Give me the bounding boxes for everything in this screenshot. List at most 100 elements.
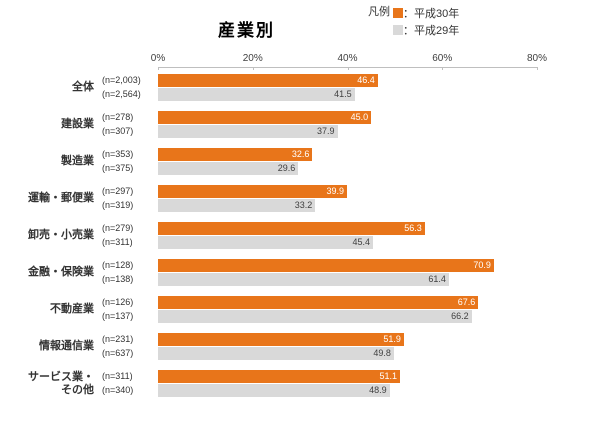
bar-h29: 37.9	[158, 125, 338, 138]
chart-row: 卸売・小売業 (n=279) (n=311) 56.3 45.4	[0, 222, 537, 249]
category-label: 卸売・小売業	[28, 229, 94, 241]
bar-h30: 67.6	[158, 296, 479, 309]
chart-row: 全体 (n=2,003) (n=2,564) 46.4 41.5	[0, 74, 537, 101]
n-labels: (n=231) (n=637)	[100, 333, 158, 360]
chart-rows: 全体 (n=2,003) (n=2,564) 46.4 41.5 建設業 (n=278) (n…	[0, 74, 537, 397]
n-labels: (n=353) (n=375)	[100, 148, 158, 175]
bar-chart: 0% 20% 40% 60% 80% 全体 (n=2,003) (n=2,564) 4…	[0, 52, 547, 407]
chart-title: 産業別	[218, 21, 275, 40]
n-label-h30: (n=297)	[102, 186, 134, 196]
bar-h29: 48.9	[158, 384, 390, 397]
category-label: サービス業・ その他	[28, 370, 94, 396]
axis-tick-mark	[158, 67, 159, 70]
legend-swatch-h29-icon	[393, 24, 403, 35]
bar-h30: 32.6	[158, 148, 313, 161]
bar-h29: 33.2	[158, 199, 316, 212]
n-labels: (n=128) (n=138)	[100, 259, 158, 286]
legend-heading: 凡例	[368, 6, 390, 18]
n-label-h29: (n=319)	[102, 200, 134, 210]
n-label-h29: (n=340)	[102, 385, 134, 395]
axis-tick-mark	[537, 67, 538, 70]
bar-h30: 56.3	[158, 222, 425, 235]
n-labels: (n=126) (n=137)	[100, 296, 158, 323]
chart-row: 情報通信業 (n=231) (n=637) 51.9 49.8	[0, 333, 537, 360]
legend-label-h30: ：平成30年	[403, 7, 460, 20]
category-label: 建設業	[61, 118, 94, 130]
x-axis-ticks: 0% 20% 40% 60% 80%	[151, 52, 547, 70]
n-labels: (n=278) (n=307)	[100, 111, 158, 138]
axis-tick-mark	[252, 67, 254, 70]
chart-row: 運輸・郵便業 (n=297) (n=319) 39.9 33.2	[0, 185, 537, 212]
n-label-h30: (n=279)	[102, 223, 134, 233]
bar-value: 70.9	[473, 260, 491, 270]
bar-group: 32.6 29.6	[158, 148, 537, 175]
category-label: 運輸・郵便業	[28, 192, 94, 204]
legend-item-h30: ：平成30年	[393, 5, 459, 20]
bar-h29: 66.2	[158, 310, 472, 323]
bar-group: 45.0 37.9	[158, 111, 537, 138]
chart-row: 製造業 (n=353) (n=375) 32.6 29.6	[0, 148, 537, 175]
x-axis: 0% 20% 40% 60% 80%	[0, 52, 547, 70]
bar-h30: 51.9	[158, 333, 404, 346]
axis-tick-mark	[347, 67, 349, 70]
chart-row: 金融・保険業 (n=128) (n=138) 70.9 61.4	[0, 259, 537, 286]
category-label: 不動産業	[50, 303, 94, 315]
axis-tick-label: 20%	[242, 53, 263, 64]
bar-value: 45.0	[350, 112, 369, 122]
bar-value: 33.2	[294, 200, 313, 210]
legend: 凡例 ：平成30年 ：平成29年	[368, 5, 459, 37]
bar-value: 48.9	[369, 385, 387, 395]
bar-group: 56.3 45.4	[158, 222, 537, 249]
n-labels: (n=297) (n=319)	[100, 185, 158, 212]
chart-row: 不動産業 (n=126) (n=137) 67.6 66.2	[0, 296, 537, 323]
bar-group: 70.9 61.4	[158, 259, 537, 286]
bar-value: 56.3	[404, 223, 422, 233]
bar-value: 39.9	[326, 186, 345, 196]
bar-h29: 61.4	[158, 273, 449, 286]
bar-h30: 46.4	[158, 74, 378, 87]
n-label-h30: (n=278)	[102, 112, 134, 122]
n-label-h30: (n=311)	[102, 371, 133, 381]
legend-label-h29: ：平成29年	[403, 24, 460, 37]
bar-value: 41.5	[334, 89, 352, 99]
category-label: 情報通信業	[39, 340, 94, 352]
bar-value: 51.1	[379, 371, 398, 381]
bar-group: 51.9 49.8	[158, 333, 537, 360]
bar-h29: 29.6	[158, 162, 299, 175]
bar-value: 46.4	[357, 75, 375, 85]
bar-value: 32.6	[291, 149, 310, 159]
n-label-h29: (n=375)	[102, 163, 134, 173]
n-label-h29: (n=307)	[102, 126, 134, 136]
category-label: 全体	[72, 81, 94, 93]
bar-h30: 51.1	[158, 370, 401, 383]
bar-value: 61.4	[428, 274, 446, 284]
bar-group: 39.9 33.2	[158, 185, 537, 212]
n-label-h30: (n=353)	[102, 149, 134, 159]
bar-value: 45.4	[352, 237, 371, 247]
bar-value: 67.6	[457, 297, 476, 307]
category-label: 製造業	[61, 155, 94, 167]
n-label-h30: (n=128)	[102, 260, 134, 270]
n-label-h29: (n=311)	[102, 237, 133, 247]
bar-group: 46.4 41.5	[158, 74, 537, 101]
n-label-h29: (n=2,564)	[102, 89, 141, 99]
n-label-h29: (n=137)	[102, 311, 134, 321]
bar-value: 51.9	[383, 334, 401, 344]
bar-value: 66.2	[451, 311, 469, 321]
n-label-h30: (n=231)	[102, 334, 134, 344]
n-labels: (n=2,003) (n=2,564)	[100, 74, 158, 101]
axis-tick-mark	[442, 67, 444, 70]
legend-items: ：平成30年 ：平成29年	[393, 5, 459, 37]
bar-h30: 39.9	[158, 185, 348, 198]
bar-h30: 70.9	[158, 259, 494, 272]
bar-group: 67.6 66.2	[158, 296, 537, 323]
bar-h29: 41.5	[158, 88, 355, 101]
chart-row: 建設業 (n=278) (n=307) 45.0 37.9	[0, 111, 537, 138]
bar-h29: 45.4	[158, 236, 374, 249]
category-label: 金融・保険業	[28, 266, 94, 278]
bar-h29: 49.8	[158, 347, 394, 360]
n-label-h29: (n=637)	[102, 348, 134, 358]
n-label-h29: (n=138)	[102, 274, 134, 284]
chart-row: サービス業・ その他 (n=311) (n=340) 51.1 48.9	[0, 370, 537, 397]
axis-tick-label: 40%	[337, 53, 358, 64]
